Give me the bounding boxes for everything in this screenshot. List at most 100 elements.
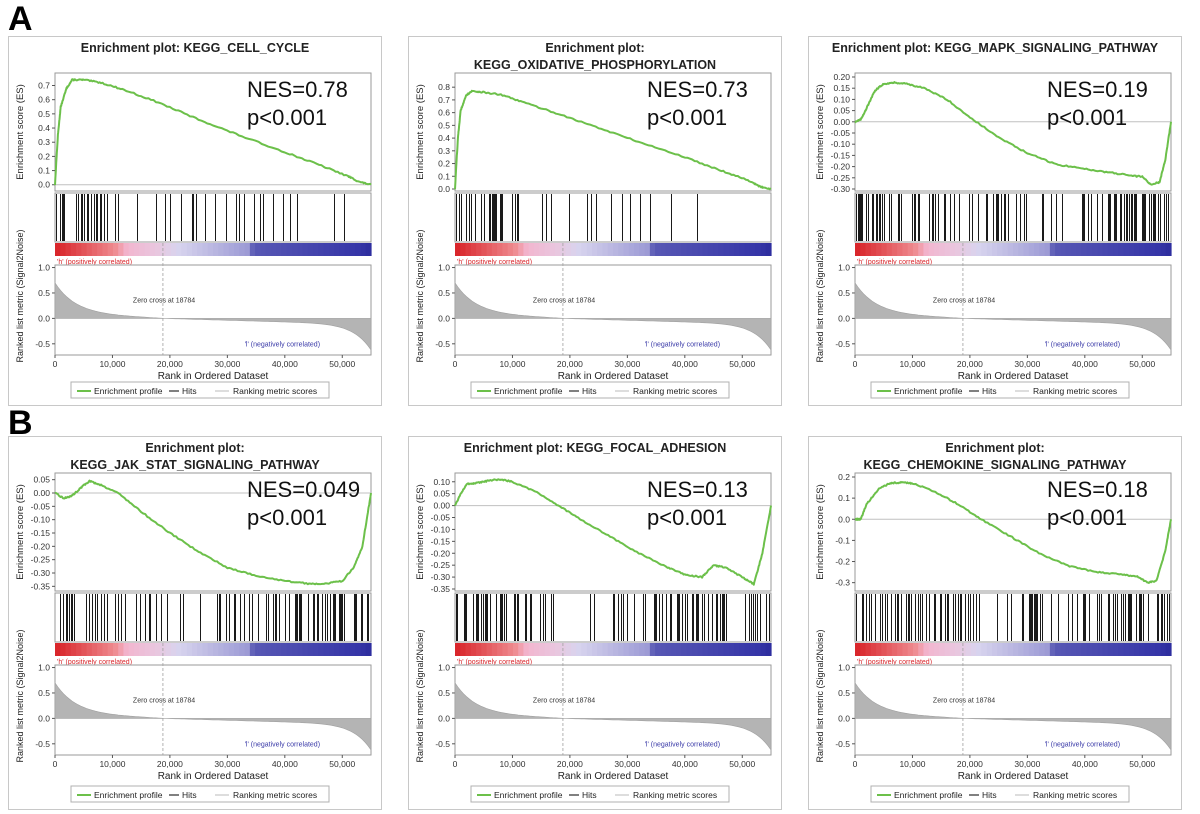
rank-color-bar-segment [618,643,625,656]
rank-color-bar-segment [1070,643,1077,656]
es-y-tick-label: 0.0 [838,514,850,524]
rank-color-bar-segment [1144,243,1151,256]
rank-color-bar-segment [660,643,667,656]
rank-color-bar-segment [165,243,172,256]
enrichment-profile-line [854,480,1172,584]
rank-color-bar-segment [1092,243,1098,256]
metric-y-tick-label: 1.0 [438,663,450,673]
zero-cross-label: Zero cross at 18784 [533,697,595,704]
rank-color-bar-segment [1055,643,1061,656]
rank-color-bar-segment [1160,643,1167,656]
metric-frame [854,264,1172,356]
es-y-axis-label: Enrichment score (ES) [815,84,826,180]
rank-color-bar-segment [649,243,656,256]
x-tick-label: 30,000 [1014,359,1040,369]
es-y-tick-label: 0.05 [833,106,850,116]
rank-color-bar-segment [1097,643,1104,656]
x-tick-label: 50,000 [729,759,755,769]
rank-color-bar-segment [997,643,1004,656]
rank-color-bar-segment [860,243,867,256]
metric-y-axis-label: Ranked list metric (Signal2Noise) [415,229,425,362]
rank-color-bar-segment [970,243,977,256]
rank-color-bar-segment [1034,243,1040,256]
rank-color-bar-segment [697,243,704,256]
rank-color-bar-segment [102,643,109,656]
rank-color-bar-segment [1018,643,1025,656]
rank-color-bar-segment [1065,643,1072,656]
rank-color-bar-segment [365,643,372,656]
rank-color-bar-segment [660,243,667,256]
rank-color-bar-segment [912,243,919,256]
rank-color-bar-segment [176,243,182,256]
ranking-metric-area [54,281,372,351]
rank-color-bar-segment [249,243,256,256]
rank-color-bar-segment [555,243,561,256]
metric-y-axis-label: Ranked list metric (Signal2Noise) [15,229,25,362]
rank-color-bar-segment [86,643,93,656]
rank-color-bar-segment [739,243,746,256]
rank-color-bar-segment [107,643,114,656]
x-axis-label: Rank in Ordered Dataset [158,371,269,382]
rank-color-bar-segment [570,243,577,256]
rank-color-bar-segment [676,643,683,656]
es-plot-frame [54,72,372,192]
ranking-metric-area [854,281,1172,351]
zero-cross-label: Zero cross at 18784 [933,297,995,304]
rank-color-bar-segment [91,243,98,256]
rank-color-bar-segment [502,643,509,656]
rank-color-bar-segment [1139,643,1146,656]
rank-color-bar-segment [976,243,982,256]
es-y-tick-label: -0.10 [831,139,851,149]
es-y-tick-label: 0.5 [38,109,50,119]
rank-color-bar-segment [1055,243,1061,256]
rank-color-bar-segment [176,643,182,656]
panel-label-b: B [8,404,33,442]
rank-color-bar-segment [676,243,683,256]
x-tick-label: 10,000 [99,759,125,769]
rank-color-bar-segment [986,243,993,256]
rank-color-bar-segment [497,643,503,656]
rank-color-bar-segment [713,243,719,256]
metric-y-tick-label: 1.0 [438,263,450,273]
es-y-tick-label: 0.6 [438,108,450,118]
legend-label-metric: Ranking metric scores [233,386,317,396]
rank-color-bar-segment [81,643,88,656]
rank-color-bar-segment [497,243,503,256]
rank-color-bar-segment [607,643,614,656]
rank-color-bar-segment [649,643,656,656]
hits-frame [54,192,372,243]
rank-color-bar-segment [218,243,225,256]
es-y-tick-label: 0.4 [38,123,50,133]
rank-color-bar-segment [628,643,635,656]
rank-color-bar-segment [128,643,135,656]
negative-correlation-label: 'l' (negatively correlated) [245,341,320,348]
rank-color-bar-segment [723,243,730,256]
rank-color-bar-segment [734,643,740,656]
legend-label-hits: Hits [182,386,197,396]
enrichment-profile-line [454,478,772,586]
ranking-metric-area [454,681,772,751]
rank-color-bar-segment [186,243,193,256]
rank-color-bar-segment [744,643,751,656]
es-y-tick-label: -0.1 [835,535,850,545]
legend-label-profile: Enrichment profile [894,790,963,800]
positive-correlation-label: 'h' (positively correlated) [857,659,932,666]
es-y-tick-label: -0.2 [835,557,850,567]
gsea-plot-chemokine-signaling: Enrichment plot: KEGG_CHEMOKINE_SIGNALING… [808,436,1182,810]
rank-color-bar-segment [486,643,493,656]
rank-color-bar-segment [1155,243,1162,256]
rank-color-bar-segment [1007,243,1014,256]
rank-color-bar-segment [1128,643,1135,656]
rank-color-bar-segment [528,243,535,256]
rank-color-bar-segment [902,643,909,656]
rank-color-bar-segment [981,243,988,256]
x-tick-label: 20,000 [557,759,583,769]
rank-color-bar-segment [218,643,225,656]
rank-color-bar-segment [870,643,877,656]
es-y-tick-label: -0.35 [431,584,451,594]
rank-color-bar-segment [934,643,940,656]
x-axis-label: Rank in Ordered Dataset [958,371,1069,382]
rank-color-bar-segment [144,243,151,256]
metric-y-axis-label: Ranked list metric (Signal2Noise) [815,629,825,762]
pvalue-annotation: p<0.001 [647,505,727,530]
